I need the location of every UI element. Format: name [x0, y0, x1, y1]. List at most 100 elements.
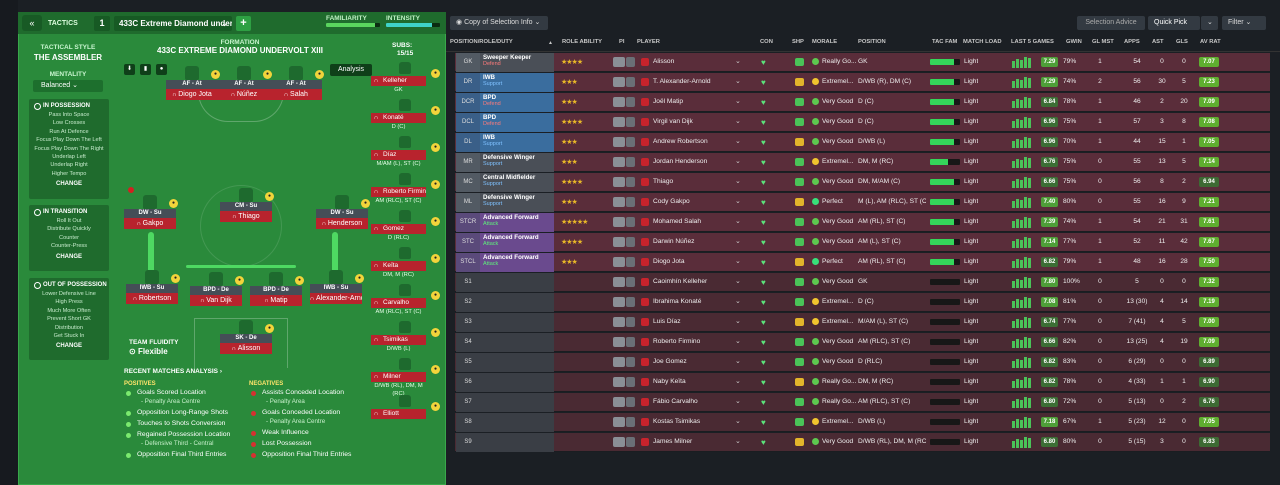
- table-row[interactable]: DCR BPD Defend ★★★ Joël Matip ⌄ ♥ Very Good D (C…: [455, 93, 1270, 112]
- quick-pick-dropdown[interactable]: ⌄: [1201, 16, 1218, 30]
- player-instructions-extra-icon[interactable]: [626, 357, 635, 367]
- table-row[interactable]: S6 Naby Keïta ⌄ ♥ Really Go... DM, M (RC) Ligh…: [455, 373, 1270, 392]
- player-position-role[interactable]: BPD - De: [190, 286, 242, 295]
- player-position-role[interactable]: AF - At: [270, 80, 322, 89]
- chevron-down-icon[interactable]: ⌄: [735, 318, 741, 325]
- player-name-card[interactable]: Henderson: [316, 218, 368, 229]
- player-instructions-icon[interactable]: [613, 237, 625, 247]
- table-row[interactable]: DR IWB Support ★★★ T. Alexander-Arnold ⌄ ♥ Extr…: [455, 73, 1270, 92]
- column-header[interactable]: AV RAT: [1200, 39, 1221, 45]
- player-instructions-icon[interactable]: [613, 337, 625, 347]
- player-name-card[interactable]: Gakpo: [124, 218, 176, 229]
- player-position-role[interactable]: AF - At: [218, 80, 270, 89]
- tactic-select[interactable]: 433C Extreme Diamond under... ⌄: [114, 16, 232, 31]
- row-role-duty[interactable]: Sweeper Keeper Defend: [480, 53, 554, 72]
- row-role-duty[interactable]: Defensive Winger Support: [480, 153, 554, 172]
- column-header[interactable]: GWIN: [1066, 39, 1082, 45]
- row-role-duty[interactable]: Advanced Forward Attack: [480, 233, 554, 252]
- row-role-duty[interactable]: Central Midfielder Support: [480, 173, 554, 192]
- table-row[interactable]: MR Defensive Winger Support ★★★ Jordan Hende…: [455, 153, 1270, 172]
- player-instructions-icon[interactable]: [613, 257, 625, 267]
- column-header[interactable]: POSITION/ROLE/DUTY: [450, 39, 513, 45]
- row-role-duty[interactable]: BPD Defend: [480, 113, 554, 132]
- player-instructions-extra-icon[interactable]: [626, 217, 635, 227]
- table-row[interactable]: GK Sweeper Keeper Defend ★★★★ Alisson ⌄ ♥ Reall…: [455, 53, 1270, 72]
- tactic-slot-number[interactable]: 1: [94, 16, 110, 31]
- row-role-duty[interactable]: Advanced Forward Attack: [480, 213, 554, 232]
- chevron-down-icon[interactable]: ⌄: [735, 218, 741, 225]
- table-row[interactable]: S1 Caoimhín Kelleher ⌄ ♥ Very Good GK Light 7.8…: [455, 273, 1270, 292]
- column-header[interactable]: SHP: [792, 39, 804, 45]
- player-name-card[interactable]: Thiago: [220, 211, 272, 222]
- chevron-down-icon[interactable]: ⌄: [735, 118, 741, 125]
- column-header[interactable]: GLS: [1176, 39, 1188, 45]
- analysis-button[interactable]: Analysis: [330, 64, 372, 76]
- player-instructions-extra-icon[interactable]: [626, 337, 635, 347]
- column-header[interactable]: PI: [619, 39, 625, 45]
- player-instructions-extra-icon[interactable]: [626, 137, 635, 147]
- player-name[interactable]: James Milner: [653, 438, 693, 445]
- player-name[interactable]: Thiago: [653, 178, 674, 185]
- player-instructions-icon[interactable]: [613, 277, 625, 287]
- player-position-role[interactable]: AF - At: [166, 80, 218, 89]
- chevron-down-icon[interactable]: ⌄: [735, 198, 741, 205]
- player-instructions-extra-icon[interactable]: [626, 117, 635, 127]
- player-instructions-extra-icon[interactable]: [626, 317, 635, 327]
- column-header[interactable]: APPS: [1124, 39, 1140, 45]
- player-instructions-icon[interactable]: [613, 357, 625, 367]
- formation-name[interactable]: 433C EXTREME DIAMOND UNDERVOLT XIII: [157, 46, 323, 55]
- column-header[interactable]: POSITION: [858, 39, 886, 45]
- quick-pick-button[interactable]: Quick Pick: [1148, 16, 1200, 30]
- row-role-duty[interactable]: IWB Support: [480, 73, 554, 92]
- in-transition-change-button[interactable]: CHANGE: [55, 253, 82, 260]
- table-row[interactable]: STCL Advanced Forward Attack ★★★ Diogo Jota ⌄…: [455, 253, 1270, 272]
- table-row[interactable]: S4 Roberto Firmino ⌄ ♥ Very Good AM (RLC), ST…: [455, 333, 1270, 352]
- person-icon[interactable]: ●: [156, 64, 167, 75]
- table-row[interactable]: STCR Advanced Forward Attack ★★★★★ Mohamed S…: [455, 213, 1270, 232]
- chevron-down-icon[interactable]: ⌄: [735, 138, 741, 145]
- column-header[interactable]: MATCH LOAD: [963, 39, 1002, 45]
- player-name-card[interactable]: Matip: [250, 295, 302, 306]
- player-name[interactable]: Luis Díaz: [653, 318, 681, 325]
- table-row[interactable]: MC Central Midfielder Support ★★★★ Thiago ⌄ ♥ V…: [455, 173, 1270, 192]
- player-name[interactable]: Diogo Jota: [653, 258, 685, 265]
- row-role-duty[interactable]: BPD Defend: [480, 93, 554, 112]
- table-row[interactable]: S7 Fábio Carvalho ⌄ ♥ Really Go... AM (RLC), …: [455, 393, 1270, 412]
- in-possession-change-button[interactable]: CHANGE: [55, 181, 82, 188]
- table-row[interactable]: S8 Kostas Tsimikas ⌄ ♥ Extremel... D/WB (L) Li…: [455, 413, 1270, 432]
- table-row[interactable]: DCL BPD Defend ★★★★ Virgil van Dijk ⌄ ♥ Very Go…: [455, 113, 1270, 132]
- column-header[interactable]: AST: [1152, 39, 1164, 45]
- player-name-card[interactable]: Robertson: [126, 293, 178, 304]
- table-row[interactable]: ML Defensive Winger Support ★★★ Cody Gakpo ⌄ ♥…: [455, 193, 1270, 212]
- player-instructions-extra-icon[interactable]: [626, 297, 635, 307]
- bar-chart-icon[interactable]: ▮: [140, 64, 151, 75]
- row-role-duty[interactable]: IWB Support: [480, 133, 554, 152]
- player-instructions-extra-icon[interactable]: [626, 277, 635, 287]
- player-instructions-icon[interactable]: [613, 137, 625, 147]
- collapse-button[interactable]: «: [22, 15, 42, 31]
- player-position-role[interactable]: BPD - De: [250, 286, 302, 295]
- player-instructions-extra-icon[interactable]: [626, 57, 635, 67]
- chevron-down-icon[interactable]: ⌄: [735, 78, 741, 85]
- player-instructions-icon[interactable]: [613, 437, 625, 447]
- player-name[interactable]: Darwin Núñez: [653, 238, 695, 245]
- player-instructions-icon[interactable]: [613, 317, 625, 327]
- column-header[interactable]: GL MST: [1092, 39, 1114, 45]
- player-instructions-extra-icon[interactable]: [626, 437, 635, 447]
- chevron-down-icon[interactable]: ⌄: [735, 178, 741, 185]
- player-instructions-extra-icon[interactable]: [626, 397, 635, 407]
- download-icon[interactable]: ⬇: [124, 64, 135, 75]
- sub-player-card[interactable]: Elliott: [371, 409, 426, 419]
- player-name[interactable]: Joël Matip: [653, 98, 684, 105]
- player-instructions-extra-icon[interactable]: [626, 237, 635, 247]
- table-row[interactable]: S3 Luis Díaz ⌄ ♥ Extremel... M/AM (L), ST (C)…: [455, 313, 1270, 332]
- player-name-card[interactable]: Van Dijk: [190, 295, 242, 306]
- column-header[interactable]: LAST 5 GAMES: [1011, 39, 1054, 45]
- row-role-duty[interactable]: Defensive Winger Support: [480, 193, 554, 212]
- player-instructions-extra-icon[interactable]: [626, 377, 635, 387]
- recent-analysis-title[interactable]: RECENT MATCHES ANALYSIS ›: [124, 368, 223, 375]
- player-instructions-icon[interactable]: [613, 77, 625, 87]
- column-header[interactable]: TAC FAM: [932, 39, 958, 45]
